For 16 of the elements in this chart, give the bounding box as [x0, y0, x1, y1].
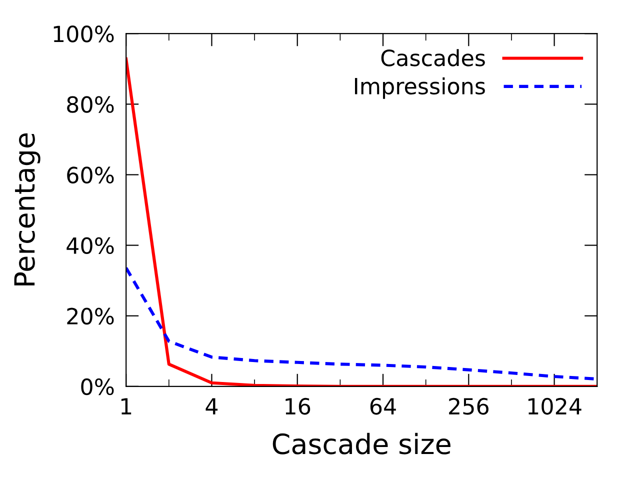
y-tick-label: 0%: [81, 378, 114, 396]
y-tick-label: 100%: [54, 26, 114, 42]
x-tick-label: 1024: [528, 398, 582, 415]
x-tick-label: 16: [286, 398, 310, 415]
y-tick-label: 80%: [67, 96, 114, 113]
x-axis-title: Cascade size: [272, 432, 450, 454]
x-tick-label: 1: [121, 398, 132, 414]
y-tick-label: 20%: [67, 308, 114, 325]
legend-label: Cascades: [381, 49, 485, 66]
x-tick-label: 4: [206, 398, 218, 414]
y-axis-title: Percentage: [14, 133, 40, 286]
y-tick-label: 60%: [67, 166, 114, 184]
x-tick-label: 64: [370, 398, 396, 415]
y-tick-label: 40%: [66, 237, 114, 254]
legend-label: Impressions: [354, 77, 485, 99]
x-tick-label: 256: [449, 398, 488, 415]
